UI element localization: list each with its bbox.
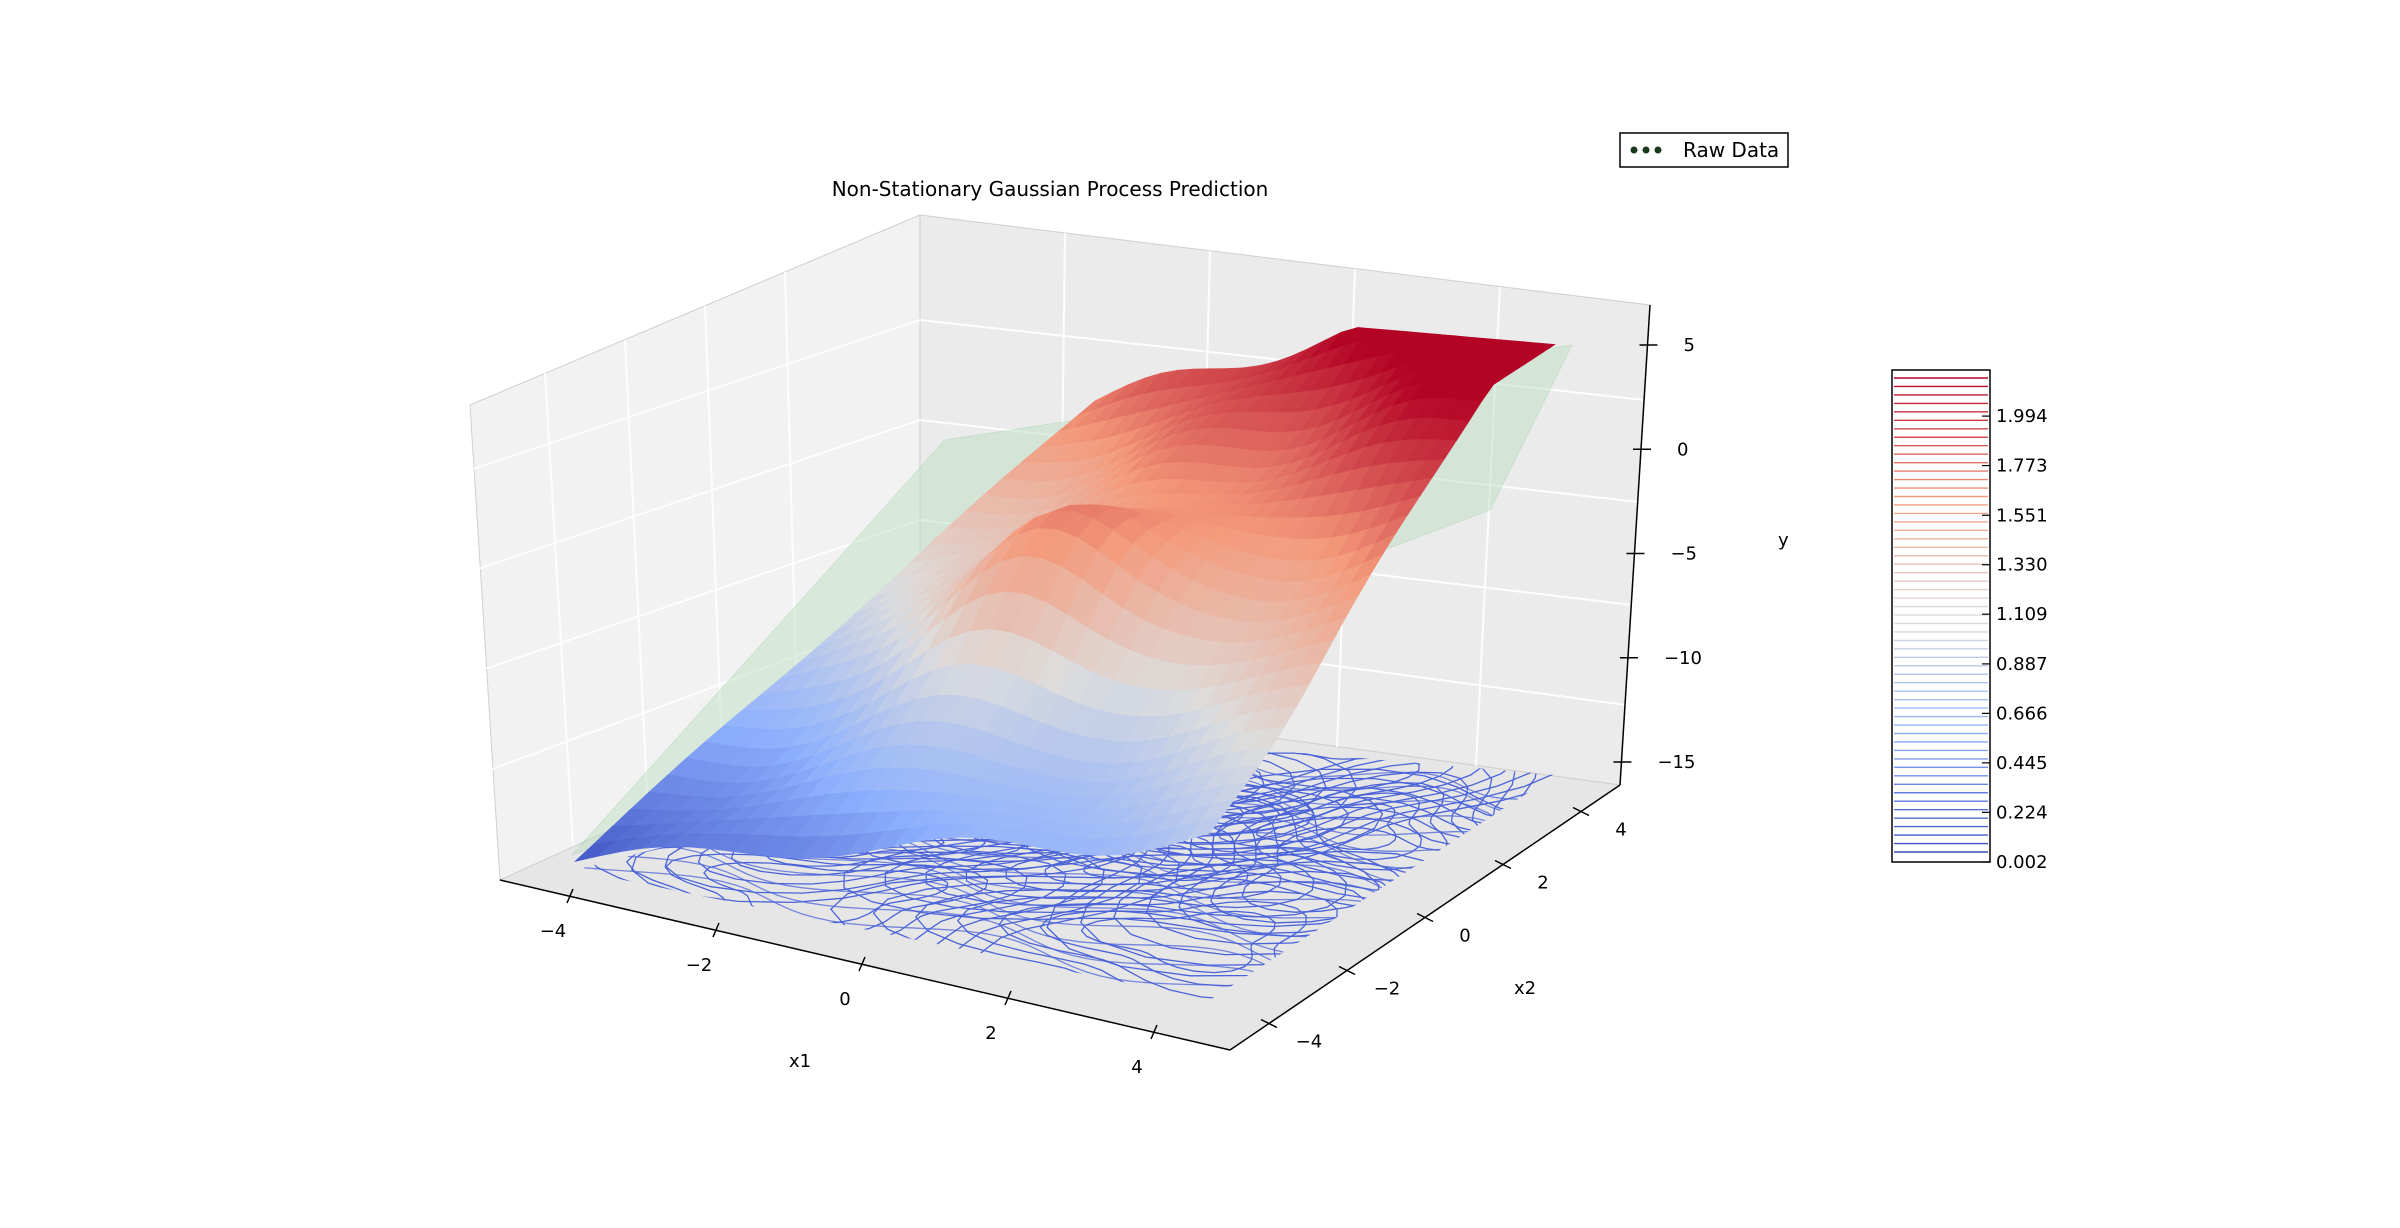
x2-tick <box>1572 806 1590 817</box>
surface-facet <box>1186 815 1224 841</box>
colorbar-tick-label: 1.330 <box>1996 555 2048 576</box>
contour-line <box>1217 792 1423 861</box>
colorbar-frame <box>1891 369 1991 863</box>
x2-axis-label: x2 <box>1514 978 1536 999</box>
z-axis: 5 0 −5 −10 −15 y <box>1613 304 1789 786</box>
colorbar-tick-label: 1.994 <box>1996 406 2048 427</box>
colorbar-lines <box>1894 377 1988 853</box>
raw-data-legend-marker <box>1630 146 1662 154</box>
x1-tick-label: 2 <box>985 1023 996 1044</box>
x2-tick <box>1494 859 1512 870</box>
x2-axis: −4 −2 0 2 4 x2 <box>1229 784 1627 1053</box>
z-tick-label: 5 <box>1684 335 1695 356</box>
contour-line <box>1039 900 1307 987</box>
contour-line <box>627 855 1254 973</box>
z-tick-label: −10 <box>1664 648 1702 669</box>
prediction-surface <box>573 326 1556 862</box>
x2-tick-label: 2 <box>1537 873 1548 894</box>
colorbar-tick-label: 0.445 <box>1996 753 2048 774</box>
colorbar-tick-label: 1.773 <box>1996 456 2048 477</box>
x1-axis: −4 −2 0 2 4 x1 <box>499 879 1231 1078</box>
x1-tick <box>566 888 574 904</box>
z-tick-label: 0 <box>1677 439 1688 460</box>
x1-tick-label: −4 <box>540 921 567 942</box>
z-axis-label: y <box>1778 530 1789 551</box>
x1-tick <box>712 922 720 938</box>
x1-tick-label: −2 <box>686 955 713 976</box>
x1-tick-label: 4 <box>1131 1057 1142 1078</box>
x1-tick <box>1004 990 1012 1006</box>
colorbar-tick-label: 0.887 <box>1996 654 2048 675</box>
x2-tick-label: 0 <box>1459 926 1470 947</box>
colorbar-tick-label: 0.002 <box>1996 852 2048 873</box>
x2-tick-label: 4 <box>1615 820 1626 841</box>
z-tick-label: −15 <box>1657 752 1695 773</box>
x2-tick-label: −2 <box>1374 979 1401 1000</box>
x1-tick <box>858 956 866 972</box>
z-tick-label: −5 <box>1670 544 1697 565</box>
colorbar-tick-label: 0.666 <box>1996 703 2048 724</box>
x2-tick <box>1416 912 1434 923</box>
x1-axis-line <box>499 879 1231 1051</box>
x2-tick <box>1338 965 1356 976</box>
legend-label-raw-data: Raw Data <box>1683 138 1779 162</box>
colorbar-tick-label: 1.109 <box>1996 604 2048 625</box>
x2-tick <box>1260 1018 1278 1029</box>
colorbar-tick-label: 0.224 <box>1996 802 2048 823</box>
x1-axis-label: x1 <box>789 1051 811 1072</box>
x1-tick-label: 0 <box>839 989 850 1010</box>
x2-tick-label: −4 <box>1296 1032 1323 1053</box>
contour-line <box>690 839 1272 961</box>
z-axis-line <box>1619 304 1651 786</box>
colorbar: 0.002 0.224 0.445 0.666 0.887 1.109 1.330 1.551… <box>1891 369 2048 873</box>
colorbar-tick-label: 1.551 <box>1996 505 2048 526</box>
chart-title: Non-Stationary Gaussian Process Predicti… <box>832 177 1269 201</box>
x1-tick <box>1150 1024 1158 1040</box>
contour-line <box>583 867 1232 987</box>
legend[interactable]: Raw Data <box>1619 132 1789 168</box>
contour-line <box>667 845 1265 965</box>
